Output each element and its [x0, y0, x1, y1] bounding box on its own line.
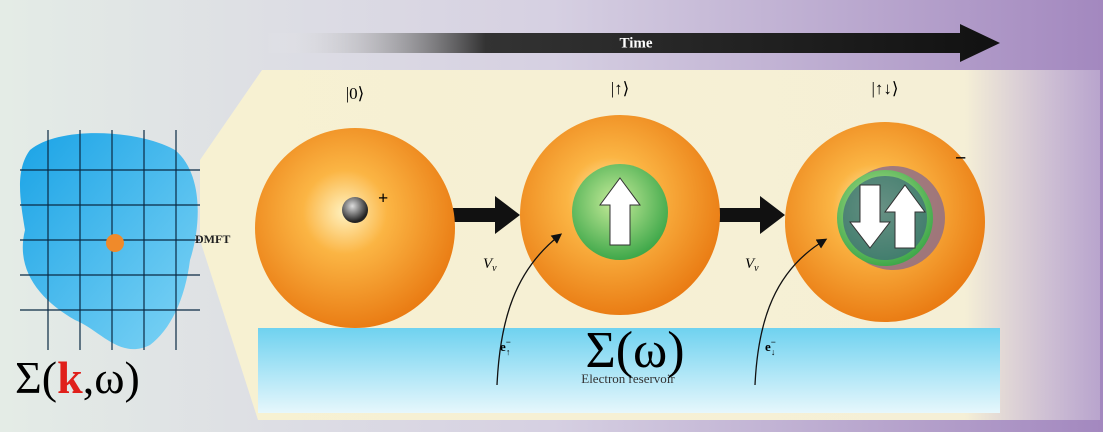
charge: − [955, 148, 966, 170]
diagram: Time DMFT Electron reservoir |0⟩ + |↑⟩ |… [0, 0, 1103, 432]
site [106, 234, 124, 252]
state-label: |↑⟩ [611, 79, 630, 98]
state-0-ball [255, 128, 455, 328]
lattice-self-energy: Σ(k,ω) [15, 352, 140, 403]
local-self-energy: Σ(ω) [585, 322, 684, 379]
time-label: Time [619, 35, 652, 51]
state-label: |0⟩ [346, 84, 365, 103]
hole [342, 197, 368, 223]
page: {"time_label": "Time", "states": [{"labe… [0, 0, 1103, 432]
charge: + [378, 188, 388, 208]
state-label: |↑↓⟩ [871, 79, 898, 98]
dmft-label: DMFT [195, 232, 230, 246]
